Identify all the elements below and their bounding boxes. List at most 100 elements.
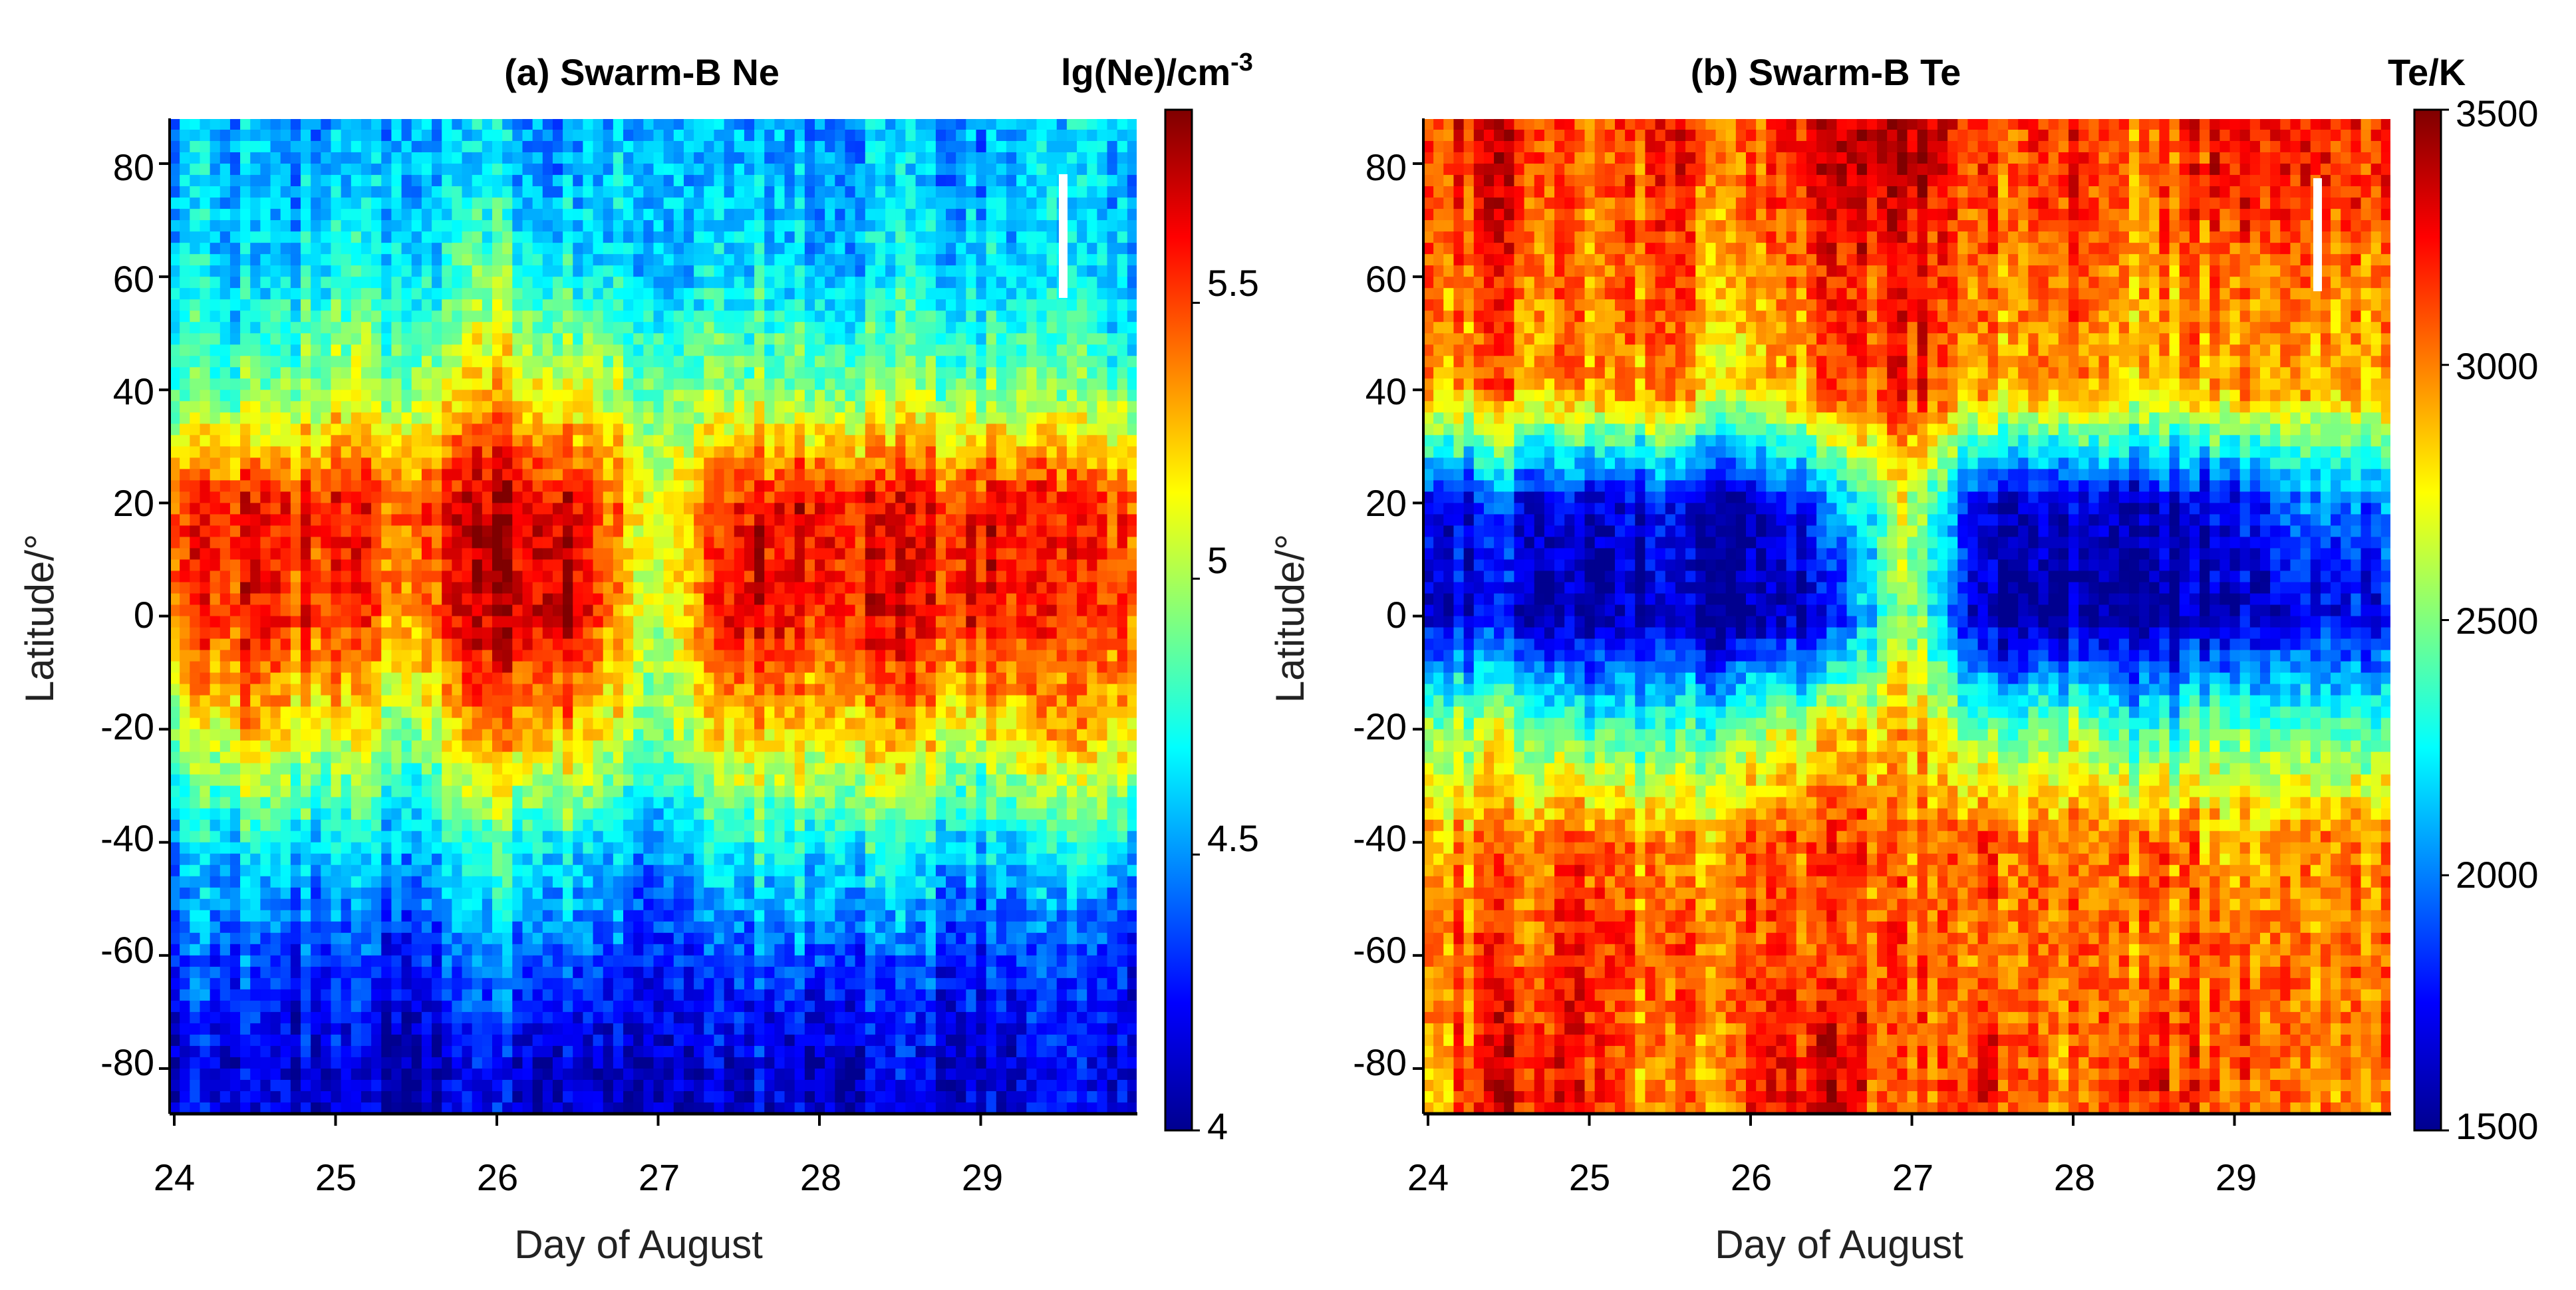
heatmap-cell [180,322,191,334]
heatmap-cell [442,604,453,617]
heatmap-cell [653,412,664,425]
heatmap-cell [351,412,362,425]
heatmap-cell [301,390,311,402]
heatmap-cell [663,152,674,164]
heatmap-cell [270,604,281,617]
heatmap-cell [270,333,281,346]
heatmap-cell [704,740,715,753]
heatmap-cell [532,197,543,209]
heatmap-cell [442,559,453,572]
heatmap-cell [643,480,654,493]
heatmap-cell [360,582,372,594]
heatmap-cell [643,921,654,934]
heatmap-cell [704,785,715,798]
heatmap-cell [583,1068,594,1081]
heatmap-cell [391,118,402,130]
heatmap-cell [482,1000,493,1013]
heatmap-cell [472,209,483,221]
heatmap-cell [250,186,261,198]
heatmap-cell [613,661,624,674]
heatmap-cell [653,243,664,255]
heatmap-cell [653,514,664,527]
heatmap-cell [190,966,201,979]
heatmap-cell [724,627,735,640]
heatmap-cell [573,503,584,515]
heatmap-cell [663,209,674,221]
heatmap-cell [663,717,674,730]
heatmap-cell [290,175,301,187]
heatmap-cell [411,604,422,617]
heatmap-cell [180,616,191,628]
heatmap-cell [603,1011,614,1024]
heatmap-cell [482,706,493,719]
heatmap-cell [623,1034,634,1047]
heatmap-cell [331,1034,342,1047]
heatmap-cell [482,650,493,662]
heatmap-cell [482,288,493,300]
heatmap-cell [603,650,614,662]
heatmap-cell [643,593,654,606]
heatmap-cell [512,548,523,561]
heatmap-cell [351,457,362,470]
heatmap-cell [240,457,251,470]
heatmap-cell [643,254,654,266]
heatmap-cell [573,808,584,821]
heatmap-cell [381,322,392,334]
heatmap-cell [240,254,251,266]
heatmap-cell [311,684,322,696]
heatmap-cell [301,265,311,277]
heatmap-cell [341,672,352,685]
heatmap-cell [724,842,735,854]
heatmap-cell [371,480,382,493]
heatmap-cell [180,152,191,164]
heatmap-cell [502,808,513,821]
heatmap-cell [341,977,352,990]
heatmap-cell [401,898,412,911]
heatmap-cell [351,186,362,198]
heatmap-cell [583,152,594,164]
heatmap-cell [683,435,694,448]
heatmap-cell [633,876,644,888]
heatmap-cell [462,1011,473,1024]
heatmap-cell [512,763,523,775]
heatmap-cell [673,853,684,866]
heatmap-cell [633,537,644,549]
heatmap-cell [260,469,271,481]
heatmap-cell [613,141,624,153]
heatmap-cell [190,1079,201,1092]
heatmap-cell [421,435,432,448]
heatmap-cell [229,604,241,617]
heatmap-cell [613,1091,624,1103]
heatmap-cell [311,887,322,900]
heatmap-cell [683,548,694,561]
heatmap-cell [229,785,241,798]
heatmap-cell [180,1000,191,1013]
heatmap-cell [260,457,271,470]
heatmap-cell [270,220,281,232]
heatmap-cell [673,808,684,821]
heatmap-cell [704,424,715,436]
heatmap-cell [663,672,674,685]
heatmap-cell [219,808,231,821]
heatmap-cell [704,356,715,368]
heatmap-cell [170,797,180,809]
heatmap-cell [613,254,624,266]
heatmap-cell [250,197,261,209]
heatmap-cell [704,254,715,266]
heatmap-cell [573,706,584,719]
heatmap-cell [552,616,563,628]
heatmap-cell [331,1079,342,1092]
heatmap-cell [583,254,594,266]
heatmap-cell [190,141,201,153]
heatmap-cell [210,390,221,402]
heatmap-cell [653,333,664,346]
heatmap-cell [522,412,533,425]
heatmap-cell [583,209,594,221]
heatmap-cell [603,944,614,956]
heatmap-cell [442,661,453,674]
heatmap-cell [492,152,503,164]
heatmap-cell [250,344,261,357]
heatmap-cell [210,819,221,832]
heatmap-cell [492,763,503,775]
heatmap-cell [331,740,342,753]
